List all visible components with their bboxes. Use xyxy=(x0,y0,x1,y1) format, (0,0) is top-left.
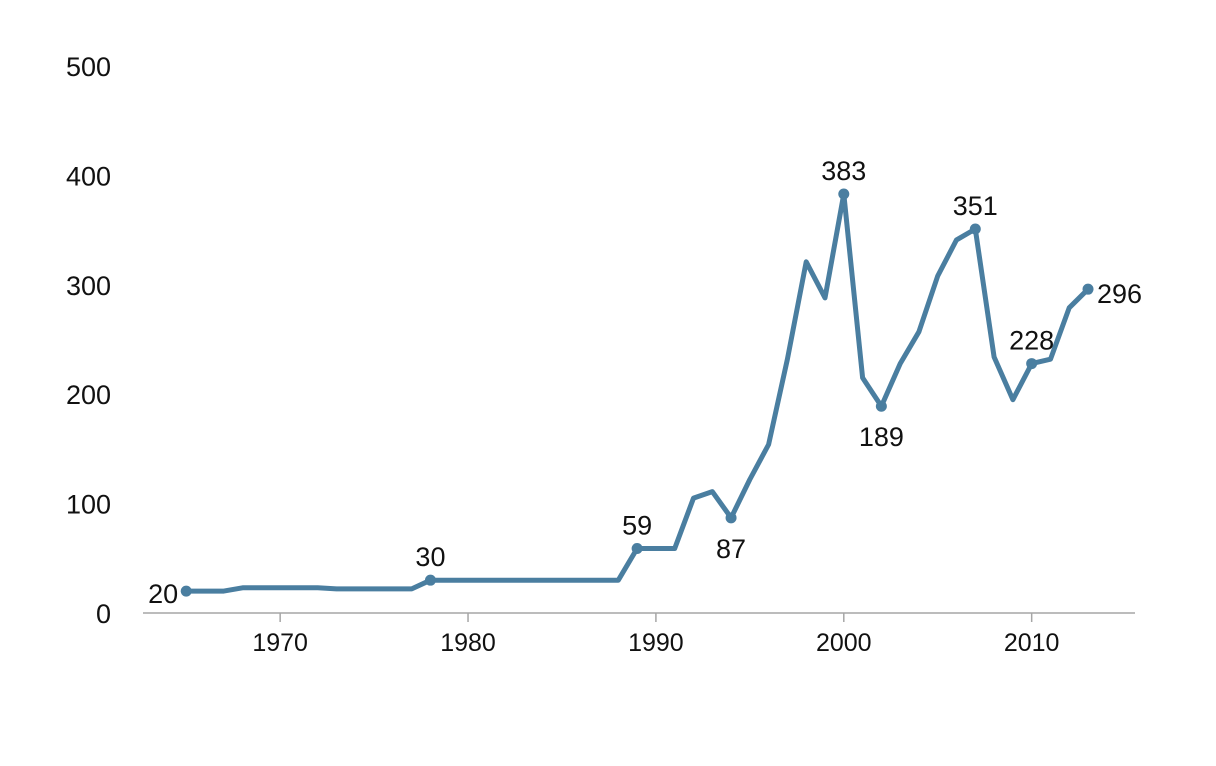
data-point-marker xyxy=(969,223,981,235)
data-point-markers xyxy=(180,188,1094,597)
data-label: 228 xyxy=(1009,326,1054,356)
data-point-marker xyxy=(180,585,192,597)
y-tick-label: 0 xyxy=(96,599,111,629)
data-point-marker xyxy=(1082,283,1094,295)
y-axis-tick-labels: 0 100 200 300 400 500 xyxy=(66,52,111,629)
data-point-marker xyxy=(631,542,643,554)
x-tick-label: 2000 xyxy=(816,629,872,657)
data-point-marker xyxy=(424,574,436,586)
data-point-marker xyxy=(1026,358,1038,370)
x-axis-ticks: 1970 1980 1990 2000 2010 xyxy=(252,613,1059,657)
x-tick-label: 2010 xyxy=(1004,629,1060,657)
data-label: 351 xyxy=(953,191,998,221)
x-tick-label: 1990 xyxy=(628,629,684,657)
data-label: 189 xyxy=(859,422,904,452)
data-label: 20 xyxy=(148,579,178,609)
y-tick-label: 500 xyxy=(66,52,111,82)
y-tick-label: 100 xyxy=(66,490,111,520)
data-point-marker xyxy=(875,400,887,412)
data-label: 383 xyxy=(821,156,866,186)
y-tick-label: 300 xyxy=(66,271,111,301)
data-labels: 20 30 59 87 383 189 351 228 296 xyxy=(148,156,1142,609)
y-tick-label: 200 xyxy=(66,380,111,410)
data-label: 87 xyxy=(716,534,746,564)
data-point-marker xyxy=(725,512,737,524)
y-tick-label: 400 xyxy=(66,161,111,191)
data-label: 30 xyxy=(415,542,445,572)
data-label: 59 xyxy=(622,510,652,540)
x-tick-label: 1970 xyxy=(252,629,308,657)
x-tick-label: 1980 xyxy=(440,629,496,657)
data-label: 296 xyxy=(1097,279,1142,309)
data-point-marker xyxy=(838,188,850,200)
